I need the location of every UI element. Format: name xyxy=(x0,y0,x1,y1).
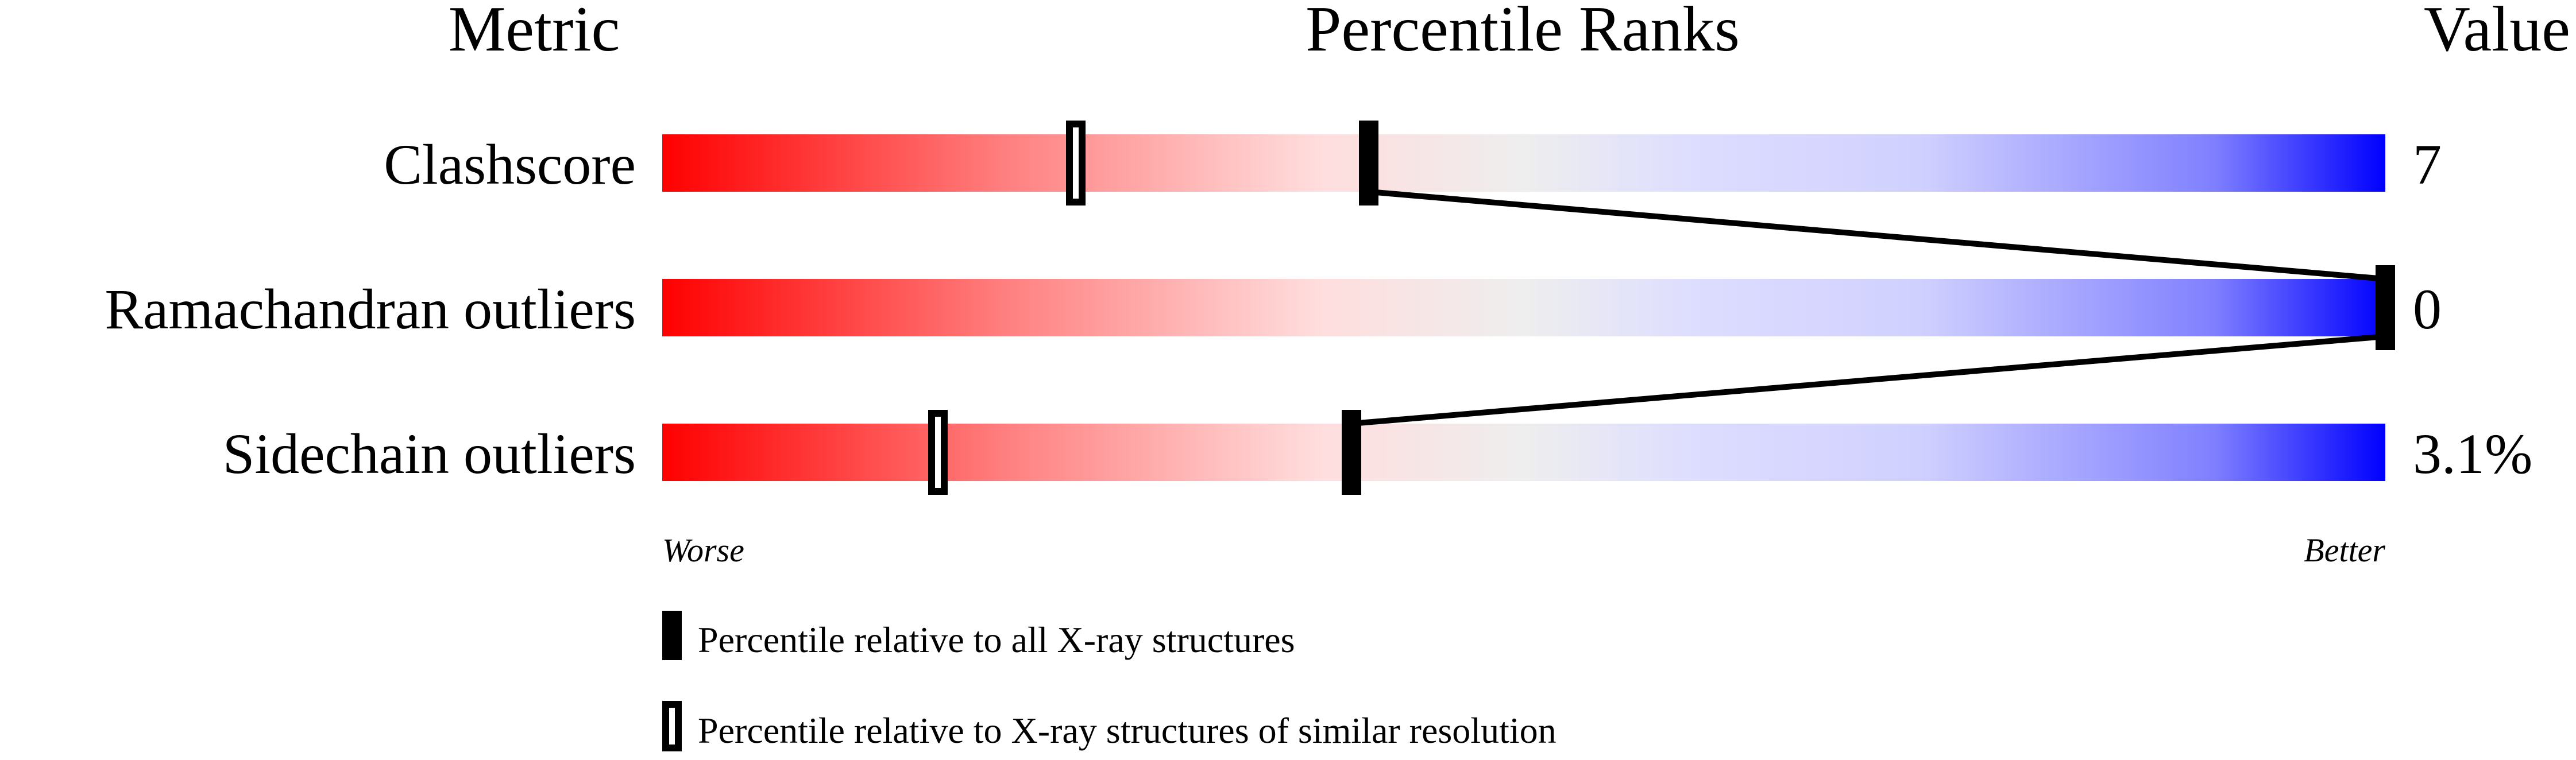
legend-hollow-marker xyxy=(662,701,682,751)
header-metric: Metric xyxy=(449,0,620,65)
header-value: Value xyxy=(2424,0,2570,65)
metric-value: 3.1% xyxy=(2413,422,2532,486)
similar-resolution-marker xyxy=(1066,121,1086,205)
percentile-bar xyxy=(662,424,2385,481)
similar-resolution-marker xyxy=(928,410,948,495)
worse-label: Worse xyxy=(662,532,744,569)
header-ranks: Percentile Ranks xyxy=(1306,0,1740,65)
better-label: Better xyxy=(2304,532,2385,569)
legend-filled-marker xyxy=(662,611,682,660)
percentile-bar xyxy=(662,279,2385,336)
metric-value: 0 xyxy=(2413,277,2442,341)
metric-label: Clashscore xyxy=(384,133,636,196)
metric-label: Sidechain outliers xyxy=(223,422,636,486)
legend-label-similar: Percentile relative to X-ray structures … xyxy=(698,710,1557,751)
metric-label: Ramachandran outliers xyxy=(105,277,636,341)
metric-value: 7 xyxy=(2413,133,2442,196)
legend-label-all: Percentile relative to all X-ray structu… xyxy=(698,619,1295,660)
connector-line xyxy=(1351,334,2386,426)
percentile-bar xyxy=(662,134,2385,192)
connector-line xyxy=(1368,189,2386,282)
